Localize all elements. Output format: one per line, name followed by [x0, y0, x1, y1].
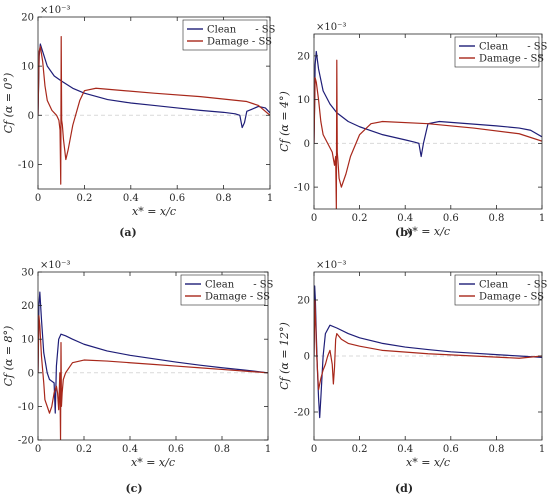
x-tick-label: 0.4 [123, 193, 139, 204]
chart-panel-a: 0 0.2 0.4 0.6 0.8 1 -10 0 10 20 ×10⁻³ x* = x/c Cf (α… [2, 5, 275, 239]
axes-box [37, 16, 271, 190]
x-tick-label: 0 [311, 213, 317, 224]
series-line-damage [38, 36, 270, 185]
y-tick-label: 20 [297, 296, 310, 307]
x-tick-label: 0.8 [214, 444, 230, 455]
y-exponent-label: ×10⁻³ [40, 5, 70, 16]
y-tick-label: -20 [18, 436, 34, 447]
y-tick-label: 0 [304, 139, 310, 150]
legend-label-clean: Clean - SS [479, 280, 547, 291]
y-axis-label: Cf (α = 8°) [2, 326, 15, 387]
legend-box [180, 274, 266, 306]
y-axis-label: Cf (α = 4°) [278, 91, 291, 152]
x-axis-label: x* = x/c [131, 456, 175, 469]
legend-box [454, 274, 540, 306]
x-tick-label: 0.2 [76, 444, 92, 455]
y-axis-label: Cf (α = 12°) [278, 322, 291, 390]
panel-caption: (b) [395, 226, 413, 239]
series-line-clean [38, 43, 270, 129]
y-tick-label: 20 [297, 51, 310, 62]
y-exponent-label: ×10⁻³ [40, 260, 70, 271]
x-tick-label: 0.4 [397, 444, 413, 455]
x-tick-label: 0.8 [216, 193, 232, 204]
x-tick-label: 0.6 [168, 444, 184, 455]
series-line-damage [314, 299, 542, 391]
series-line-damage [314, 59, 542, 209]
axes-box [37, 271, 269, 441]
x-axis-label: x* = x/c [132, 205, 176, 218]
panel-caption: (d) [395, 482, 413, 495]
x-tick-label: 0 [35, 193, 41, 204]
series-line-clean [314, 285, 542, 419]
y-tick-label: -20 [294, 408, 310, 419]
x-tick-label: 0 [311, 444, 317, 455]
axes-box [313, 33, 543, 210]
legend-box [182, 19, 268, 51]
y-tick-label: -10 [18, 402, 34, 413]
y-tick-label: 0 [28, 368, 34, 379]
x-tick-label: 0.2 [76, 193, 92, 204]
chart-panel-b: 0 0.2 0.4 0.6 0.8 1 -10 0 10 20 ×10⁻³ x* = x/c Cf (α… [278, 22, 547, 239]
legend-label-damage: Damage - SS [205, 292, 270, 303]
series-line-damage [38, 315, 268, 440]
x-tick-label: 0.8 [488, 213, 504, 224]
x-tick-label: 0.4 [397, 213, 413, 224]
x-tick-label: 1 [265, 444, 271, 455]
x-tick-label: 0.8 [488, 444, 504, 455]
chart-panel-d: 0 0.2 0.4 0.6 0.8 1 -20 0 20 ×10⁻³ x* = x/c Cf (α =… [278, 260, 547, 495]
y-tick-label: 10 [21, 335, 34, 346]
x-tick-label: 1 [267, 193, 273, 204]
legend-label-damage: Damage - SS [479, 292, 544, 303]
y-tick-label: 30 [21, 268, 34, 279]
legend-label-clean: Clean - SS [479, 42, 547, 53]
y-tick-label: 0 [304, 352, 310, 363]
y-exponent-label: ×10⁻³ [316, 22, 346, 33]
x-tick-label: 0.2 [352, 444, 368, 455]
chart-panel-c: 0 0.2 0.4 0.6 0.8 1 -20 -10 0 10 20 30 ×10⁻³ x* = x/c… [2, 260, 273, 495]
x-tick-label: 1 [539, 444, 545, 455]
y-tick-label: 10 [21, 62, 34, 73]
x-tick-label: 0.2 [352, 213, 368, 224]
legend-label-clean: Clean - SS [205, 280, 273, 291]
x-tick-label: 0.6 [443, 213, 459, 224]
y-tick-label: 20 [21, 13, 34, 24]
y-tick-label: -10 [294, 183, 310, 194]
series-line-clean [314, 50, 542, 158]
legend-label-damage: Damage - SS [207, 37, 272, 48]
y-tick-label: -10 [18, 160, 34, 171]
y-axis-label: Cf (α = 0°) [2, 73, 15, 134]
x-tick-label: 1 [539, 213, 545, 224]
x-tick-label: 0 [35, 444, 41, 455]
legend-label-clean: Clean - SS [207, 25, 275, 36]
x-tick-label: 0.6 [443, 444, 459, 455]
panel-caption: (c) [125, 482, 142, 495]
y-tick-label: 0 [28, 111, 34, 122]
y-tick-label: 20 [21, 301, 34, 312]
legend-label-damage: Damage - SS [479, 54, 544, 65]
legend-box [454, 36, 540, 68]
x-axis-label: x* = x/c [406, 225, 450, 238]
y-tick-label: 10 [297, 95, 310, 106]
y-exponent-label: ×10⁻³ [316, 260, 346, 271]
x-tick-label: 0.4 [122, 444, 138, 455]
x-tick-label: 0.6 [169, 193, 185, 204]
series-line-clean [38, 291, 268, 414]
panel-caption: (a) [119, 226, 137, 239]
x-axis-label: x* = x/c [406, 456, 450, 469]
